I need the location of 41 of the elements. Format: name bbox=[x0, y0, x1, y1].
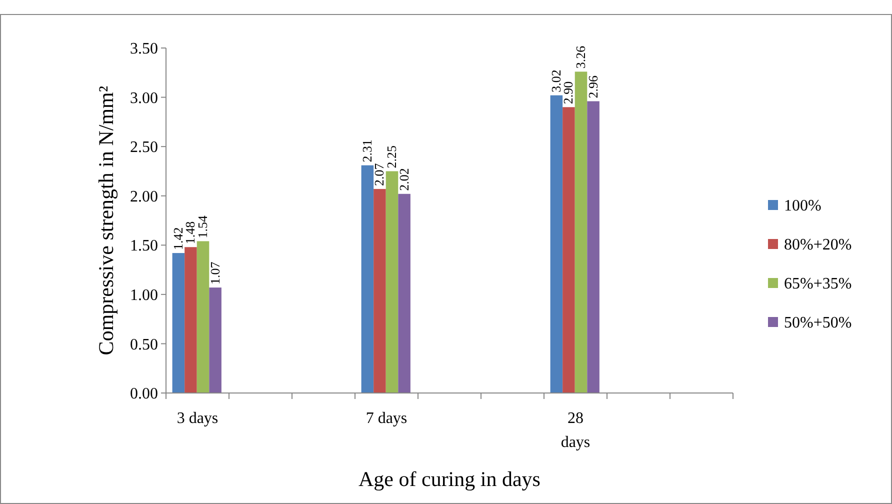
data-label: 1.42 bbox=[170, 227, 186, 250]
data-label: 2.96 bbox=[585, 74, 600, 98]
y-tick-label: 3.00 bbox=[130, 90, 158, 107]
data-label: 1.07 bbox=[207, 261, 222, 285]
data-label: 2.02 bbox=[396, 168, 412, 191]
bar bbox=[386, 171, 398, 393]
y-tick-label: 2.50 bbox=[130, 139, 158, 156]
bar bbox=[562, 107, 575, 393]
legend-label: 50%+50% bbox=[784, 314, 852, 332]
bar bbox=[374, 188, 386, 393]
legend-label: 100% bbox=[784, 198, 822, 215]
x-tick-label: 7 days bbox=[366, 410, 408, 427]
bar bbox=[361, 165, 374, 393]
legend-label: 65%+35% bbox=[784, 276, 852, 293]
bar bbox=[587, 101, 600, 393]
bar bbox=[398, 194, 410, 393]
bar bbox=[184, 247, 197, 393]
y-tick-label: 0.00 bbox=[130, 386, 158, 403]
data-label: 1.54 bbox=[195, 214, 210, 238]
legend-label: 80%+20% bbox=[784, 236, 852, 254]
data-label: 2.31 bbox=[359, 140, 374, 162]
data-label: 3.26 bbox=[573, 45, 588, 69]
y-tick-label: 2.00 bbox=[130, 188, 158, 206]
y-axis-title: Compressive strength in N/mm² bbox=[94, 86, 118, 356]
bar bbox=[574, 72, 588, 393]
data-label: 2.25 bbox=[384, 145, 400, 168]
y-tick-label: 1.50 bbox=[130, 238, 158, 255]
data-label: 1.48 bbox=[182, 221, 198, 244]
x-tick-label: 28 days bbox=[560, 410, 590, 451]
data-label: 2.90 bbox=[560, 81, 576, 104]
bar bbox=[172, 253, 185, 393]
x-tick-label: 3 days bbox=[176, 410, 218, 427]
data-label: 3.02 bbox=[548, 70, 564, 92]
y-tick-label: 0.50 bbox=[130, 336, 158, 354]
x-axis-title: Age of curing in days bbox=[358, 467, 540, 491]
data-label: 2.07 bbox=[372, 162, 387, 186]
y-tick-label: 3.50 bbox=[130, 40, 158, 58]
bar bbox=[209, 288, 222, 393]
y-tick-label: 1.00 bbox=[130, 287, 158, 304]
bar bbox=[196, 241, 210, 393]
bar bbox=[550, 95, 563, 393]
